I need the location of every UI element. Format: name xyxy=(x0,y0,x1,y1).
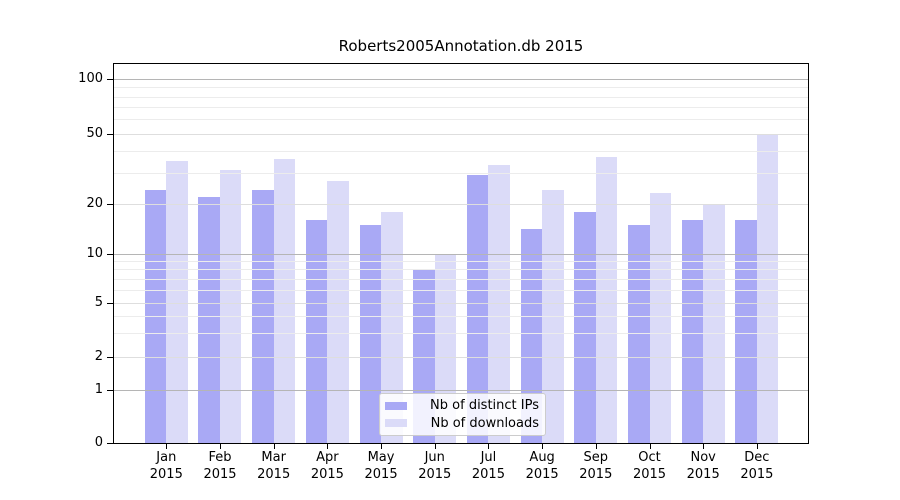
gridline-y-60 xyxy=(114,119,808,121)
bar-downloads-dec xyxy=(756,133,779,443)
x-tick-label-may: May 2015 xyxy=(364,450,398,482)
x-tick-label-apr: Apr 2015 xyxy=(310,450,344,482)
bar-downloads-oct xyxy=(649,193,671,443)
x-tick-label-feb: Feb 2015 xyxy=(203,450,237,482)
bar-downloads-jan xyxy=(166,160,188,443)
y-tick-50 xyxy=(107,133,113,135)
x-tick-nov xyxy=(703,444,705,449)
x-tick-label-dec: Dec 2015 xyxy=(740,450,774,482)
y-tick-label-1: 1 xyxy=(94,382,103,397)
gridline-y-2 xyxy=(114,356,808,358)
y-tick-100 xyxy=(107,79,113,80)
gridline-y-20 xyxy=(114,204,808,205)
x-tick-label-jul: Jul 2015 xyxy=(471,450,505,482)
gridline-y-1 xyxy=(114,390,808,391)
gridline-y-7 xyxy=(114,278,808,280)
x-tick-jan xyxy=(166,444,168,449)
x-tick-label-nov: Nov 2015 xyxy=(686,450,720,482)
bar-distinct-ips-dec xyxy=(735,219,757,443)
gridline-y-50 xyxy=(114,133,808,135)
y-tick-10 xyxy=(107,253,113,255)
gridline-y-70 xyxy=(114,107,808,109)
legend-swatch-downloads xyxy=(385,419,407,428)
y-tick-20 xyxy=(107,204,113,205)
bar-downloads-jul xyxy=(488,165,510,443)
bar-distinct-ips-feb xyxy=(198,196,220,443)
y-tick-0 xyxy=(107,443,113,444)
gridline-y-100 xyxy=(114,79,808,80)
x-tick-may xyxy=(381,444,383,449)
x-tick-label-jan: Jan 2015 xyxy=(149,450,183,482)
legend-label-distinct-ips: Nb of distinct IPs xyxy=(430,398,539,414)
gridline-y-40 xyxy=(114,150,808,152)
gridline-y-4 xyxy=(114,316,808,318)
bar-distinct-ips-jul xyxy=(466,175,489,443)
chart-title: Roberts2005Annotation.db 2015 xyxy=(338,37,584,55)
y-tick-2 xyxy=(107,356,113,358)
legend-swatch-distinct-ips xyxy=(385,401,407,410)
bar-downloads-mar xyxy=(273,158,296,443)
x-tick-aug xyxy=(542,444,544,449)
gridline-y-8 xyxy=(114,269,808,271)
x-tick-label-aug: Aug 2015 xyxy=(525,450,559,482)
bar-distinct-ips-sep xyxy=(574,211,596,443)
x-tick-mar xyxy=(273,444,275,449)
bar-downloads-feb xyxy=(219,170,242,443)
y-tick-label-100: 100 xyxy=(78,71,103,86)
gridline-y-9 xyxy=(114,261,808,263)
bar-downloads-apr xyxy=(327,180,349,443)
legend: Nb of distinct IPs Nb of downloads xyxy=(379,393,546,436)
bar-downloads-may xyxy=(381,211,403,443)
gridline-y-90 xyxy=(114,87,808,89)
bar-distinct-ips-apr xyxy=(305,219,328,443)
x-tick-feb xyxy=(219,444,221,449)
bar-distinct-ips-aug xyxy=(520,229,543,443)
gridline-y-30 xyxy=(114,172,808,174)
gridline-y-5 xyxy=(114,303,808,304)
x-tick-sep xyxy=(595,444,597,449)
y-tick-label-20: 20 xyxy=(86,196,103,211)
y-tick-label-2: 2 xyxy=(94,348,103,364)
gridline-y-3 xyxy=(114,332,808,334)
x-tick-label-mar: Mar 2015 xyxy=(257,450,291,482)
y-tick-label-50: 50 xyxy=(86,125,103,141)
x-tick-label-jun: Jun 2015 xyxy=(418,450,452,482)
x-tick-oct xyxy=(649,444,651,449)
x-tick-jun xyxy=(434,444,436,449)
bar-downloads-nov xyxy=(703,204,725,443)
x-tick-jul xyxy=(488,444,490,449)
legend-label-downloads: Nb of downloads xyxy=(430,415,539,431)
x-tick-apr xyxy=(327,444,329,449)
x-tick-label-oct: Oct 2015 xyxy=(632,450,667,482)
y-tick-label-5: 5 xyxy=(94,295,103,310)
plot-area: Nb of distinct IPs Nb of downloads xyxy=(113,63,809,444)
y-tick-5 xyxy=(107,303,113,304)
gridline-y-10 xyxy=(114,253,808,255)
y-tick-label-10: 10 xyxy=(86,245,103,261)
gridline-y-80 xyxy=(114,96,808,98)
legend-item-distinct-ips: Nb of distinct IPs xyxy=(385,398,539,413)
bar-distinct-ips-nov xyxy=(681,219,704,443)
y-tick-label-0: 0 xyxy=(94,435,103,450)
bar-downloads-sep xyxy=(595,156,618,443)
y-tick-1 xyxy=(107,390,113,391)
x-tick-label-sep: Sep 2015 xyxy=(579,450,613,482)
x-tick-dec xyxy=(756,444,758,449)
gridline-y-6 xyxy=(114,289,808,291)
legend-item-downloads: Nb of downloads xyxy=(385,416,539,431)
